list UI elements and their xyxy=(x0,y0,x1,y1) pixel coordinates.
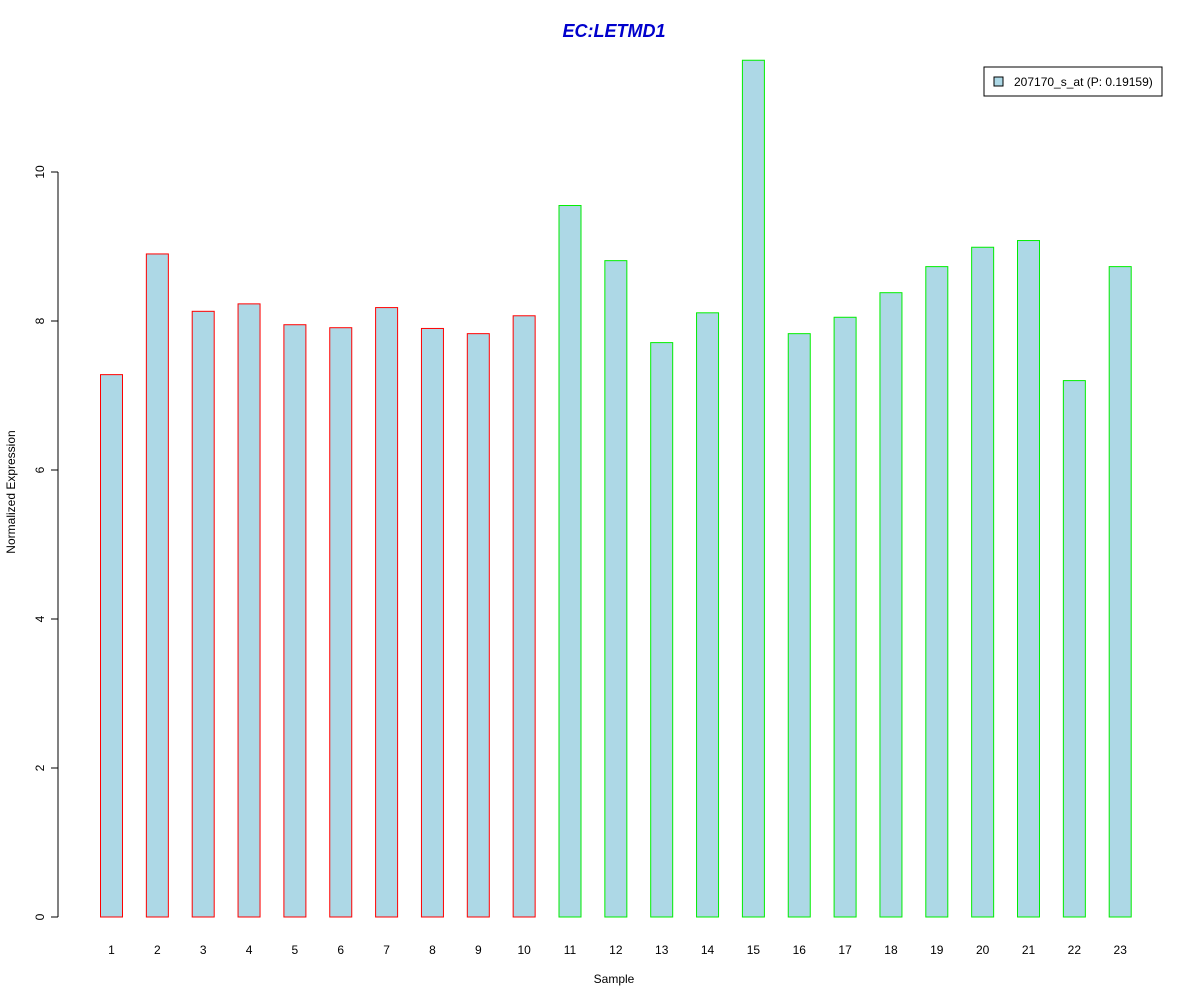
x-tick-label: 4 xyxy=(246,943,253,957)
x-tick-label: 13 xyxy=(655,943,669,957)
y-tick-label: 0 xyxy=(33,913,47,920)
x-tick-label: 14 xyxy=(701,943,715,957)
x-tick-label: 12 xyxy=(609,943,623,957)
x-tick-label: 21 xyxy=(1022,943,1036,957)
bar-sample-1 xyxy=(100,374,123,918)
bar-sample-5 xyxy=(283,324,307,918)
x-axis-label: Sample xyxy=(594,972,635,986)
x-tick-label: 20 xyxy=(976,943,990,957)
legend-swatch xyxy=(993,76,1004,87)
y-axis: 0 2 4 6 8 10 xyxy=(33,165,59,920)
x-tick-label: 23 xyxy=(1114,943,1128,957)
bar-sample-6 xyxy=(329,327,353,918)
legend-box xyxy=(983,66,1163,97)
bar-sample-2 xyxy=(145,253,169,918)
bars-group xyxy=(100,59,1132,918)
bar-sample-15 xyxy=(741,59,765,918)
x-tick-label: 15 xyxy=(747,943,761,957)
x-tick-label: 5 xyxy=(292,943,299,957)
bar-sample-19 xyxy=(925,266,949,918)
bar-sample-11 xyxy=(558,205,582,918)
x-tick-label: 8 xyxy=(429,943,436,957)
y-tick-label: 6 xyxy=(33,466,47,473)
bar-sample-18 xyxy=(879,292,903,918)
legend: 207170_s_at (P: 0.19159) xyxy=(983,66,1163,97)
x-tick-label: 16 xyxy=(793,943,807,957)
x-tick-label: 3 xyxy=(200,943,207,957)
bar-sample-7 xyxy=(375,307,399,918)
bar-sample-21 xyxy=(1017,240,1040,918)
bar-sample-4 xyxy=(237,303,261,918)
x-tick-label: 7 xyxy=(383,943,390,957)
x-tick-label: 9 xyxy=(475,943,482,957)
y-tick-label: 2 xyxy=(33,764,47,771)
x-tick-label: 2 xyxy=(154,943,161,957)
x-tick-label: 6 xyxy=(337,943,344,957)
bar-sample-8 xyxy=(420,327,444,918)
x-tick-label: 10 xyxy=(517,943,531,957)
x-tick-label: 1 xyxy=(108,943,115,957)
bar-sample-9 xyxy=(466,333,490,918)
bar-sample-22 xyxy=(1062,380,1086,918)
y-axis-label: Normalized Expression xyxy=(4,430,18,553)
legend-label: 207170_s_at (P: 0.19159) xyxy=(1014,75,1153,89)
bar-sample-23 xyxy=(1108,266,1132,918)
bar-sample-20 xyxy=(971,246,995,918)
x-tick-labels: 1 2 3 4 5 6 7 8 9 10 11 12 13 14 15 16 17 18 19 20 21 22 23 xyxy=(108,943,1127,957)
y-tick-label: 10 xyxy=(33,165,47,179)
x-tick-label: 19 xyxy=(930,943,944,957)
x-tick-label: 17 xyxy=(838,943,852,957)
chart-title: EC:LETMD1 xyxy=(563,21,666,41)
y-tick-label: 4 xyxy=(33,615,47,622)
x-tick-label: 18 xyxy=(884,943,898,957)
bar-sample-3 xyxy=(191,310,215,918)
bar-sample-17 xyxy=(833,316,857,918)
x-tick-label: 22 xyxy=(1068,943,1082,957)
x-tick-label: 11 xyxy=(564,943,577,957)
bar-sample-13 xyxy=(650,342,674,918)
y-tick-label: 8 xyxy=(33,317,47,324)
bar-sample-14 xyxy=(696,312,720,918)
bar-sample-16 xyxy=(787,333,811,918)
bar-sample-12 xyxy=(604,260,628,918)
bar-sample-10 xyxy=(512,315,536,918)
